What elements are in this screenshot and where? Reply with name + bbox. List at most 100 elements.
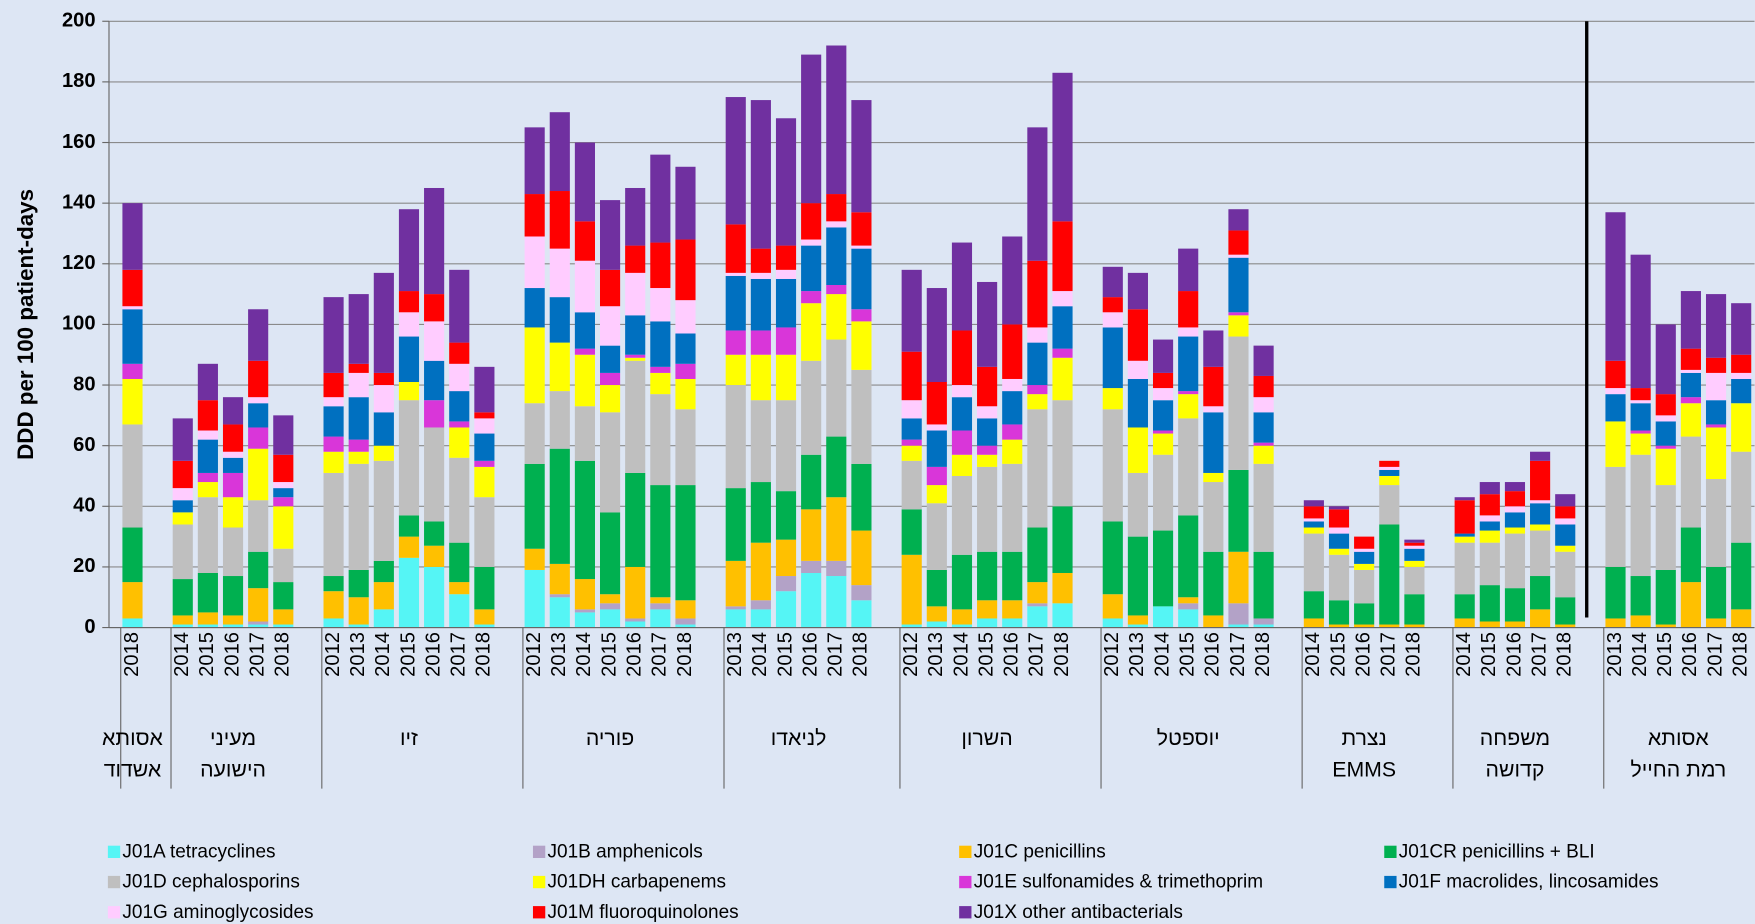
x-tick-label: 2015 — [397, 632, 419, 677]
axes: 0 20 40 60 80 100 120 140 160 180 200 2018 אסותא אשדו… — [62, 10, 1755, 789]
bar-segment — [574, 406, 595, 461]
bar-segment — [1228, 336, 1249, 470]
bar-segment — [625, 187, 646, 246]
bar-segment — [1178, 394, 1199, 419]
bar-segment — [222, 457, 244, 473]
bar-segment — [222, 397, 244, 425]
y-tick-label: 0 — [84, 616, 95, 638]
bar-segment — [323, 618, 344, 628]
bar-segment — [273, 609, 294, 625]
bar-segment — [826, 284, 847, 295]
bar-segment — [1152, 430, 1174, 434]
bar-segment — [775, 591, 797, 628]
bar-segment — [1354, 624, 1375, 628]
bar-segment — [851, 100, 872, 213]
bar-segment — [750, 600, 771, 610]
bar-segment — [398, 400, 420, 516]
bar-segment — [1152, 606, 1174, 628]
bar-segment — [574, 142, 595, 222]
bar-segment — [750, 278, 771, 331]
x-tick-label: 2016 — [1352, 632, 1374, 677]
bar-segment — [901, 554, 922, 625]
legend-label: J01M fluoroquinolones — [548, 902, 739, 923]
bar-segment — [826, 576, 847, 628]
bar-segment — [1479, 494, 1500, 516]
bar-segment — [348, 397, 369, 440]
bar-segment — [474, 624, 495, 628]
bar-segment — [625, 360, 646, 473]
bar-segment — [1479, 515, 1500, 522]
bar-segment — [926, 606, 947, 622]
bar-segment — [524, 194, 545, 237]
bar-segment — [348, 372, 369, 398]
bar-segment — [549, 391, 570, 449]
bar-segment — [675, 485, 696, 601]
bar-segment — [977, 454, 998, 467]
bar-segment — [1530, 530, 1551, 577]
bar-segment — [1253, 624, 1274, 628]
bar-segment — [574, 354, 595, 407]
bar-segment — [1655, 485, 1676, 570]
x-tick-label: 2017 — [825, 632, 847, 677]
bar-segment — [625, 618, 646, 622]
bar-segment — [323, 576, 344, 592]
bar-segment — [1203, 366, 1224, 407]
bar-segment — [725, 224, 746, 273]
bar-segment — [1630, 403, 1651, 431]
legend: J01A tetracyclines J01B amphenicols J01C p… — [107, 841, 1659, 923]
bar-segment — [1178, 336, 1199, 392]
bar-segment — [1705, 427, 1727, 480]
bar-segment — [801, 560, 822, 573]
bar-segment — [1705, 294, 1727, 358]
bar-segment — [1555, 494, 1576, 507]
bar-segment — [1354, 536, 1375, 549]
bar-segment — [348, 569, 369, 598]
bar-segment — [122, 363, 143, 379]
bar-segment — [172, 500, 193, 513]
bar-segment — [977, 600, 998, 619]
bar-segment — [1027, 409, 1048, 528]
bar-segment — [248, 500, 269, 552]
x-tick-label: 2016 — [221, 632, 243, 677]
bar-segment — [675, 300, 696, 334]
bar-segment — [750, 330, 771, 355]
bar-segment — [549, 342, 570, 392]
bar-segment — [273, 624, 294, 628]
bar-segment — [1203, 615, 1224, 628]
bar-segment — [1052, 221, 1073, 292]
bar-segment — [977, 618, 998, 628]
bar-segment — [725, 275, 746, 331]
bar-segment — [1228, 209, 1249, 231]
x-tick-label: 2018 — [1051, 632, 1073, 677]
bar-segment — [1178, 609, 1199, 628]
x-tick-label: 2012 — [900, 632, 922, 677]
group-label: זיו — [400, 726, 418, 750]
legend-swatch — [959, 875, 972, 889]
bar-segment — [1705, 357, 1727, 373]
bar-segment — [750, 248, 771, 273]
bar-segment — [1479, 542, 1500, 586]
bar-segment — [951, 454, 973, 476]
bar-segment — [449, 594, 470, 628]
bar-segment — [273, 482, 294, 489]
bar-segment — [248, 403, 269, 428]
y-tick-label: 40 — [73, 495, 95, 517]
bar-segment — [549, 563, 570, 595]
bar-segment — [1303, 518, 1324, 522]
bar-segment — [926, 424, 947, 431]
legend-swatch — [532, 845, 546, 858]
bar-segment — [1354, 551, 1375, 564]
bar-segment — [524, 548, 545, 570]
bar-segment — [273, 497, 294, 507]
bar-segment — [1127, 378, 1148, 428]
bar-segment — [449, 342, 470, 364]
bar-segment — [1479, 585, 1500, 622]
bar-segment — [851, 321, 872, 370]
bar-segment — [1404, 594, 1425, 625]
bar-segment — [1328, 527, 1350, 534]
bar-segment — [1630, 576, 1651, 616]
bar-segment — [574, 579, 595, 610]
bar-segment — [122, 424, 143, 528]
bar-segment — [474, 412, 495, 419]
bar-segment — [675, 618, 696, 625]
